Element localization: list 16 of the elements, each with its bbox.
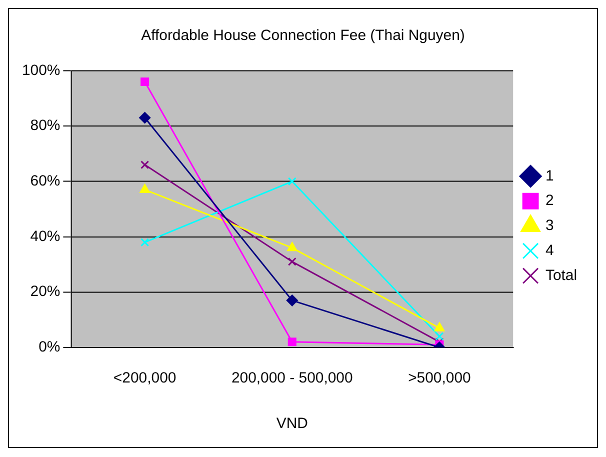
chart-title: Affordable House Connection Fee (Thai Nguyen) (141, 27, 465, 44)
legend-label: 2 (545, 192, 554, 210)
legend-label: 1 (545, 167, 554, 184)
legend-label: Total (545, 266, 578, 284)
legend-label: 4 (545, 242, 554, 260)
legend-label: 3 (545, 217, 554, 234)
x-tick-label: <200,000 (113, 369, 176, 386)
y-tick-label: 100% (22, 62, 60, 79)
y-tick-label: 0% (38, 338, 60, 356)
y-tick-label: 40% (30, 228, 60, 245)
y-tick-label: 80% (30, 117, 60, 134)
x-axis-title: VND (276, 415, 308, 432)
x-tick-label: >500,000 (408, 369, 471, 386)
y-tick-label: 20% (30, 283, 60, 300)
y-tick-label: 60% (30, 172, 60, 190)
x-tick-label: 200,000 - 500,000 (231, 369, 353, 386)
